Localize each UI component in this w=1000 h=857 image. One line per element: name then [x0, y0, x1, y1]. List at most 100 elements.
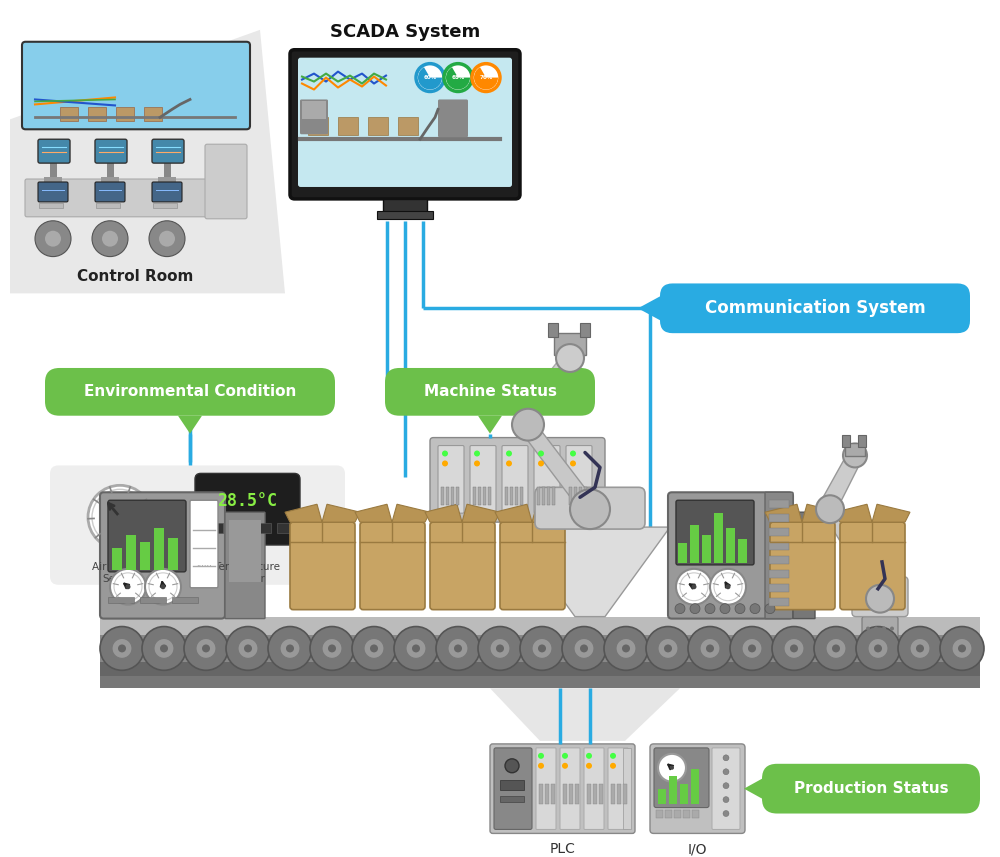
Circle shape [112, 638, 132, 658]
Circle shape [670, 766, 674, 770]
Circle shape [154, 638, 174, 658]
Circle shape [562, 752, 568, 758]
FancyBboxPatch shape [300, 99, 328, 135]
Polygon shape [178, 416, 202, 434]
Polygon shape [285, 504, 322, 522]
Circle shape [202, 644, 210, 652]
Bar [44, 177, 62, 182]
Circle shape [916, 644, 924, 652]
Circle shape [723, 755, 729, 761]
FancyBboxPatch shape [608, 748, 628, 830]
Bar [100, 616, 980, 634]
Circle shape [700, 638, 720, 658]
Wedge shape [474, 67, 498, 89]
Circle shape [688, 626, 732, 670]
Polygon shape [392, 504, 430, 522]
Circle shape [478, 626, 522, 670]
Circle shape [532, 638, 552, 658]
Polygon shape [425, 504, 462, 522]
FancyBboxPatch shape [862, 616, 898, 638]
Circle shape [102, 231, 118, 247]
Circle shape [580, 644, 588, 652]
Circle shape [280, 638, 300, 658]
Bar [100, 662, 980, 676]
Bar [669, 776, 677, 804]
Bar [96, 203, 120, 208]
Circle shape [149, 221, 185, 256]
Circle shape [765, 603, 775, 614]
Circle shape [352, 626, 396, 670]
Text: PLC: PLC [550, 842, 575, 856]
Circle shape [706, 644, 714, 652]
Circle shape [506, 451, 512, 457]
Text: 76%: 76% [479, 75, 493, 80]
Circle shape [814, 626, 858, 670]
Circle shape [843, 444, 867, 467]
Text: 28.5°C: 28.5°C [217, 492, 277, 510]
FancyBboxPatch shape [50, 465, 345, 584]
Circle shape [196, 638, 216, 658]
Circle shape [735, 603, 745, 614]
Bar [441, 488, 444, 506]
Circle shape [406, 638, 426, 658]
FancyBboxPatch shape [765, 492, 793, 619]
Bar [308, 117, 328, 135]
Circle shape [142, 626, 186, 670]
Bar [229, 523, 247, 533]
FancyBboxPatch shape [438, 446, 464, 513]
Circle shape [442, 460, 448, 466]
Text: SCADA System: SCADA System [330, 23, 480, 41]
Polygon shape [462, 504, 500, 522]
Wedge shape [418, 67, 442, 89]
Polygon shape [872, 504, 910, 522]
Circle shape [832, 644, 840, 652]
Circle shape [448, 638, 468, 658]
Bar [858, 434, 866, 446]
Bar [569, 783, 573, 804]
Polygon shape [10, 30, 285, 293]
Bar [116, 107, 134, 122]
Circle shape [705, 603, 715, 614]
Circle shape [100, 626, 144, 670]
Circle shape [444, 63, 472, 92]
Bar [551, 783, 555, 804]
Circle shape [512, 409, 544, 440]
FancyBboxPatch shape [430, 522, 495, 609]
Polygon shape [518, 356, 578, 417]
FancyBboxPatch shape [190, 500, 218, 588]
Circle shape [538, 460, 544, 466]
Bar [154, 528, 164, 570]
Circle shape [328, 644, 336, 652]
Circle shape [610, 763, 616, 769]
FancyBboxPatch shape [430, 438, 605, 522]
FancyBboxPatch shape [205, 144, 247, 219]
Circle shape [646, 626, 690, 670]
Bar [398, 117, 418, 135]
Circle shape [416, 63, 444, 92]
Bar [483, 488, 486, 506]
Circle shape [244, 644, 252, 652]
Circle shape [723, 797, 729, 803]
Circle shape [364, 638, 384, 658]
FancyBboxPatch shape [225, 512, 265, 619]
FancyBboxPatch shape [660, 284, 970, 333]
Polygon shape [518, 423, 592, 500]
Circle shape [538, 752, 544, 758]
Bar [229, 520, 261, 582]
Circle shape [748, 644, 756, 652]
Text: ......: ...... [196, 560, 212, 568]
Circle shape [622, 644, 630, 652]
Polygon shape [822, 452, 862, 503]
FancyBboxPatch shape [852, 577, 908, 616]
FancyBboxPatch shape [470, 446, 496, 513]
Circle shape [874, 626, 878, 631]
Circle shape [690, 603, 700, 614]
FancyBboxPatch shape [100, 492, 225, 619]
Circle shape [692, 584, 696, 590]
Circle shape [35, 221, 71, 256]
Bar [446, 488, 449, 506]
FancyBboxPatch shape [560, 748, 580, 830]
Circle shape [118, 644, 126, 652]
FancyBboxPatch shape [502, 446, 528, 513]
Circle shape [556, 345, 584, 372]
